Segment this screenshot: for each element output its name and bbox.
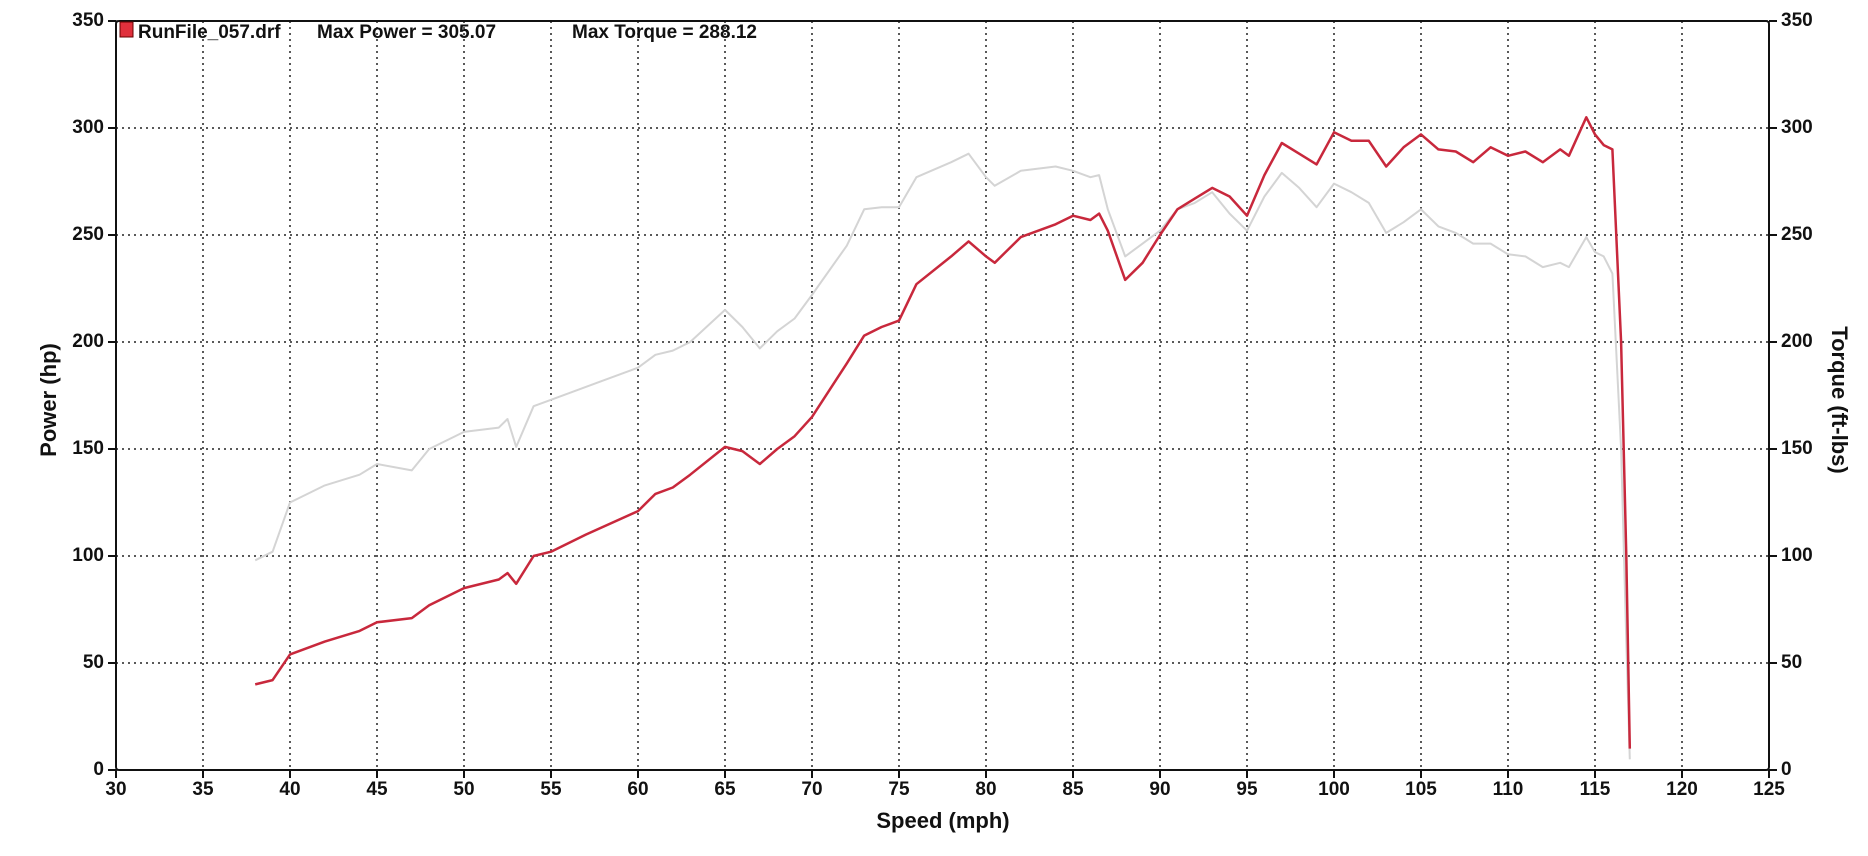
y-tick-label: 0 (93, 759, 104, 780)
x-tick-label: 55 (540, 779, 562, 800)
y-tick-label: 250 (72, 224, 104, 245)
y2-tick-label: 0 (1781, 759, 1792, 780)
x-tick-label: 50 (453, 779, 474, 800)
x-tick-label: 65 (714, 779, 736, 800)
y2-axis-title: Torque (ft-lbs) (1827, 326, 1852, 473)
y-tick-label: 350 (72, 10, 104, 31)
x-tick-label: 110 (1493, 779, 1524, 800)
x-tick-label: 100 (1318, 779, 1350, 800)
y-tick-label: 300 (72, 117, 104, 138)
y2-tick-label: 250 (1781, 224, 1813, 245)
y-tick-label: 50 (83, 652, 104, 673)
x-tick-label: 35 (192, 779, 214, 800)
legend-swatch (119, 21, 134, 38)
y2-tick-label: 200 (1781, 331, 1813, 352)
legend-annotation: Max Power = 305.07 (317, 22, 496, 43)
y-tick-label: 200 (72, 331, 104, 352)
y-tick-label: 100 (72, 545, 104, 566)
x-tick-label: 80 (975, 779, 996, 800)
legend-label: RunFile_057.drf (138, 22, 281, 43)
x-tick-label: 90 (1149, 779, 1170, 800)
legend-annotation: Max Torque = 288.12 (572, 22, 757, 43)
y2-tick-label: 350 (1781, 10, 1813, 31)
x-tick-label: 115 (1580, 779, 1611, 800)
series-line (254, 152, 1631, 760)
x-tick-label: 70 (801, 779, 822, 800)
y2-tick-label: 150 (1781, 438, 1813, 459)
x-tick-label: 60 (627, 779, 648, 800)
x-tick-label: 85 (1062, 779, 1084, 800)
series-line (254, 116, 1632, 749)
x-tick-label: 95 (1236, 779, 1258, 800)
x-tick-label: 30 (105, 779, 126, 800)
x-tick-label: 75 (888, 779, 910, 800)
y-tick-label: 150 (72, 438, 104, 459)
y2-tick-label: 300 (1781, 117, 1813, 138)
x-tick-label: 45 (366, 779, 388, 800)
y2-tick-label: 50 (1781, 652, 1802, 673)
x-tick-label: 105 (1405, 779, 1437, 800)
x-tick-label: 125 (1753, 779, 1785, 800)
x-axis-title: Speed (mph) (876, 808, 1009, 833)
y2-tick-label: 100 (1781, 545, 1813, 566)
y-axis-title: Power (hp) (36, 343, 61, 457)
x-tick-label: 40 (279, 779, 300, 800)
x-tick-label: 120 (1666, 779, 1698, 800)
plot-frame (115, 20, 1770, 771)
